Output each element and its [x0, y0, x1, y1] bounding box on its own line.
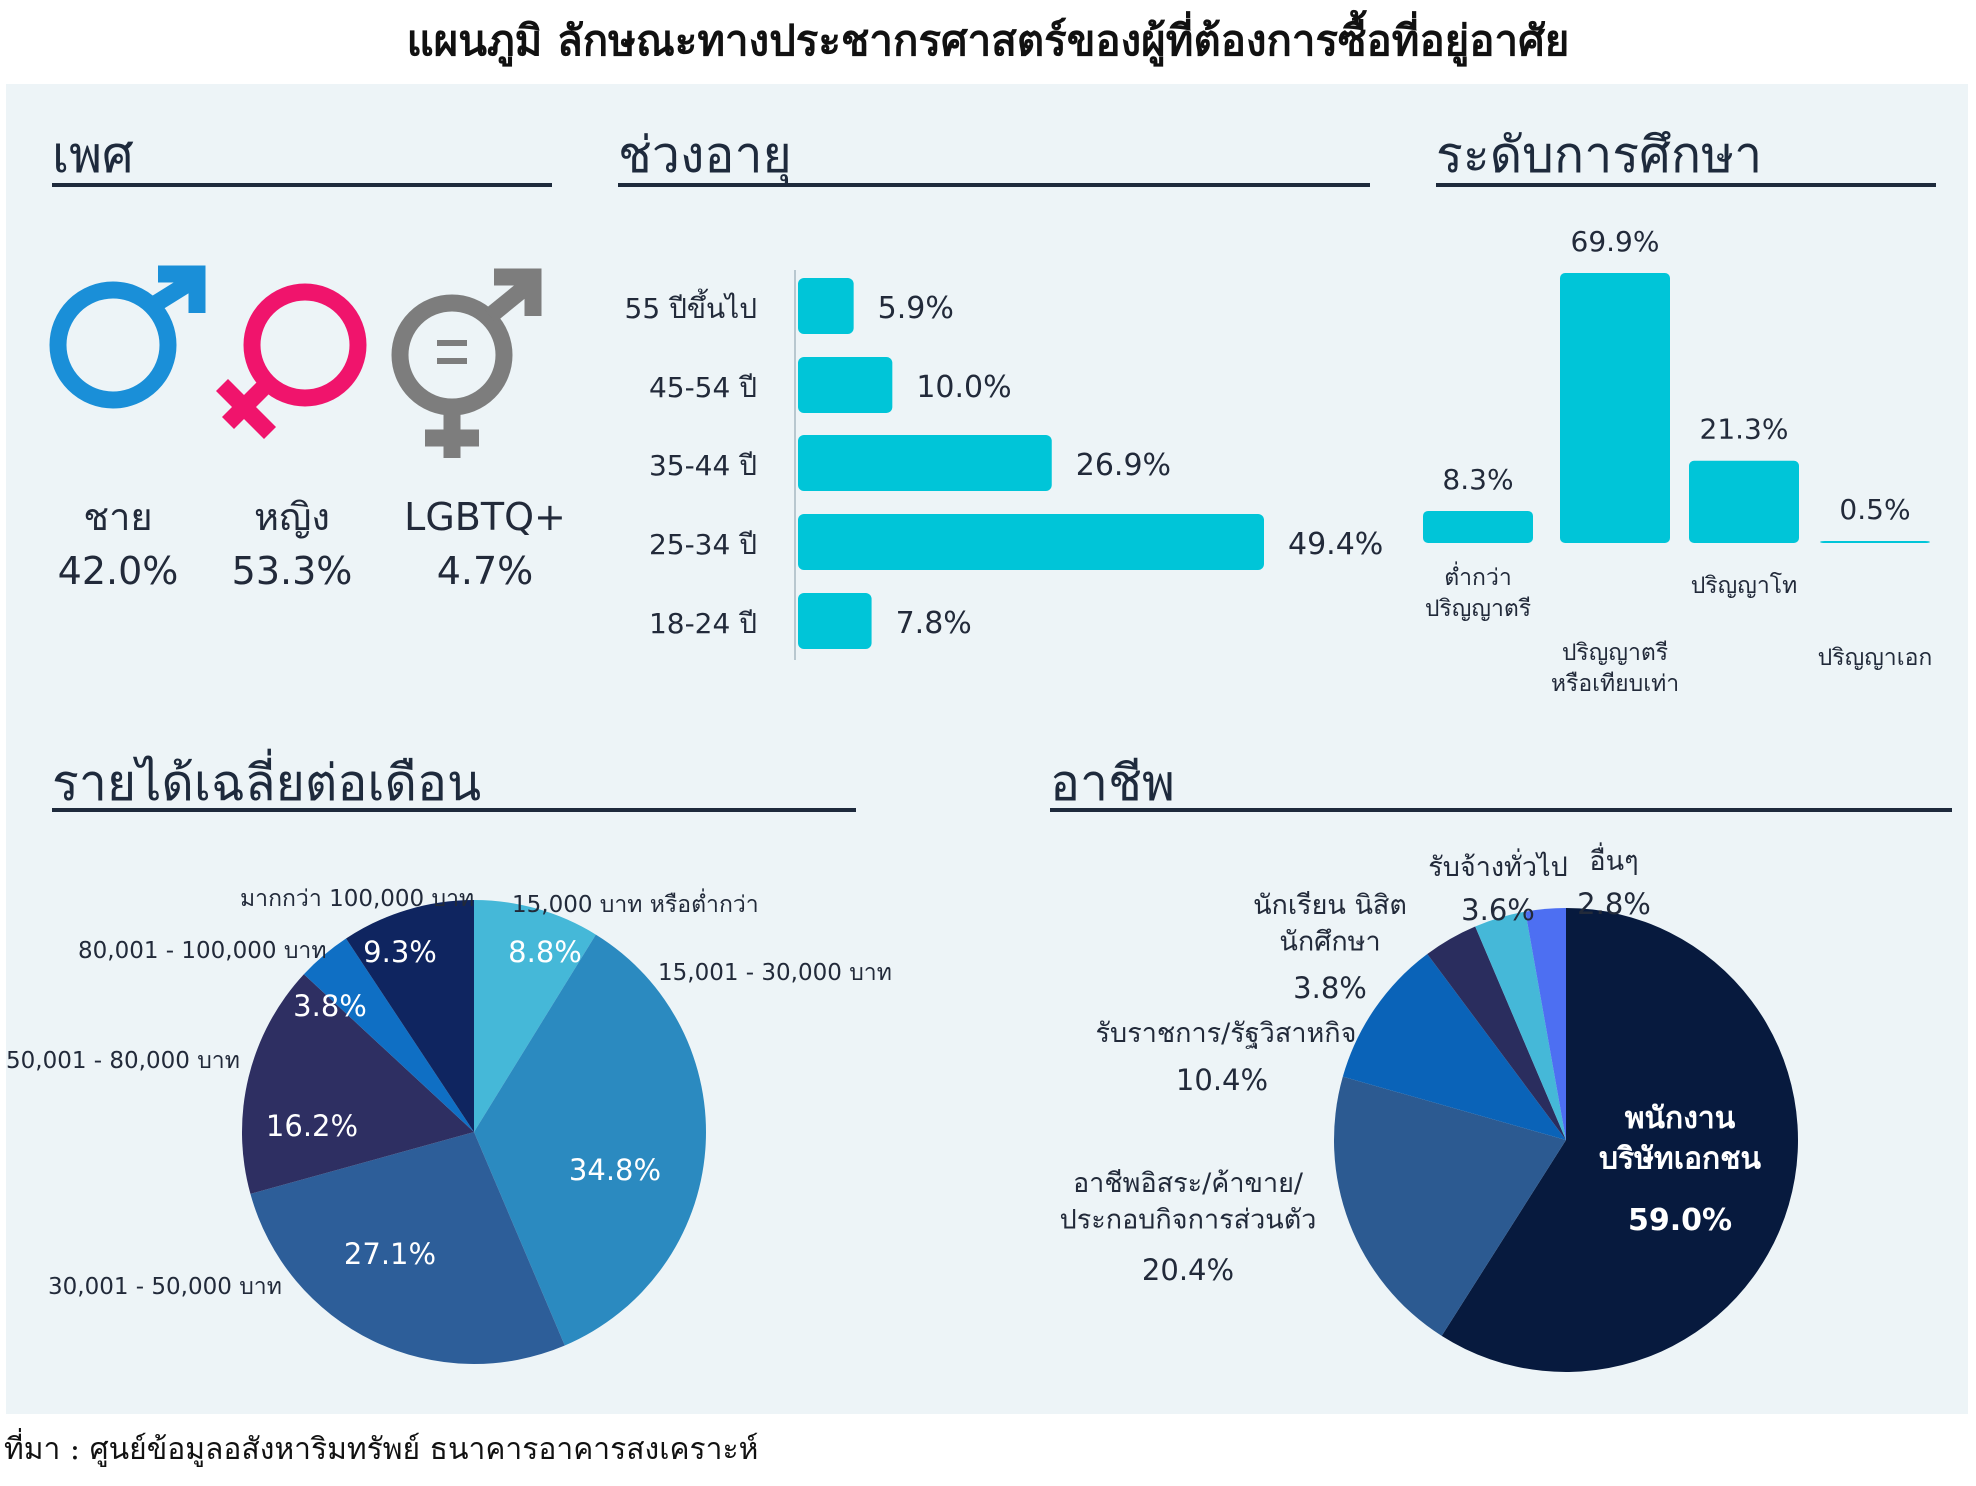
- age-value-label-0: 5.9%: [878, 291, 954, 326]
- age-value-label-1: 10.0%: [916, 370, 1011, 405]
- age-section-rule: [618, 183, 1370, 187]
- income-category-label-2: 30,001 - 50,000 บาท: [48, 1274, 282, 1300]
- education-category-label-1: ปริญญาตรีหรือเทียบเท่า: [1551, 640, 1679, 697]
- age-category-label-4: 18-24 ปี: [649, 607, 757, 640]
- education-bar-2: [1689, 460, 1799, 543]
- male-symbol-icon: [49, 265, 206, 409]
- occupation-category-label-4: รับจ้างทั่วไป: [1428, 848, 1567, 883]
- occupation-value-label-4: 3.6%: [1461, 893, 1535, 927]
- occupation-category-label-1: อาชีพอิสระ/ค้าขาย/ประกอบกิจการส่วนตัว: [1060, 1168, 1317, 1235]
- education-category-label-2: ปริญญาโท: [1691, 572, 1798, 599]
- occupation-value-label-1: 20.4%: [1142, 1253, 1234, 1287]
- occupation-slice-0: [1441, 908, 1799, 1372]
- occupation-section-rule: [1050, 808, 1952, 812]
- gender-label-1: หญิง: [254, 495, 330, 539]
- income-slice-1: [474, 934, 706, 1346]
- source-note: ที่มา : ศูนย์ข้อมูลอสังหาริมทรัพย์ ธนาคา…: [4, 1432, 759, 1467]
- age-category-label-0: 55 ปีขึ้นไป: [625, 288, 757, 325]
- education-category-label-3: ปริญญาเอก: [1818, 645, 1933, 671]
- occupation-slice-1: [1334, 1076, 1566, 1336]
- education-value-label-1: 69.9%: [1571, 225, 1660, 258]
- occupation-value-label-5: 2.8%: [1577, 887, 1651, 921]
- gender-label-0: ชาย: [83, 495, 152, 539]
- gender-value-1: 53.3%: [232, 549, 353, 593]
- education-category-label-0: ต่ำกว่าปริญญาตรี: [1425, 561, 1531, 622]
- income-section-rule: [52, 808, 856, 812]
- income-slice-0: [474, 900, 596, 1132]
- age-category-label-2: 35-44 ปี: [649, 449, 757, 482]
- occupation-section-title: อาชีพ: [1050, 754, 1175, 812]
- occupation-value-label-0: 59.0%: [1628, 1203, 1732, 1238]
- female-symbol-icon: [215, 283, 367, 440]
- occupation-category-label-5: อื่นๆ: [1589, 842, 1638, 877]
- age-bar-1: [798, 357, 893, 413]
- education-bar-0: [1423, 510, 1533, 543]
- income-category-label-3: 50,001 - 80,000 บาท: [6, 1048, 240, 1074]
- income-value-label-0: 8.8%: [508, 935, 582, 969]
- occupation-slice-4: [1475, 911, 1566, 1140]
- age-section-title: ช่วงอายุ: [618, 126, 792, 184]
- occupation-slice-5: [1525, 908, 1566, 1140]
- occupation-category-label-2: รับราชการ/รัฐวิสาหกิจ: [1096, 1018, 1357, 1049]
- gender-section-title: เพศ: [52, 126, 134, 184]
- income-value-label-2: 27.1%: [344, 1237, 436, 1271]
- income-slice-2: [250, 1132, 565, 1364]
- income-category-label-5: มากกว่า 100,000 บาท: [240, 886, 474, 912]
- income-value-label-3: 16.2%: [266, 1109, 358, 1143]
- occupation-slice-2: [1342, 954, 1566, 1140]
- education-value-label-0: 8.3%: [1442, 463, 1513, 496]
- income-value-label-4: 3.8%: [293, 989, 367, 1023]
- income-slice-5: [346, 900, 474, 1132]
- age-bar-3: [798, 514, 1264, 570]
- education-value-label-3: 0.5%: [1839, 493, 1910, 526]
- occupation-slice-3: [1427, 926, 1566, 1140]
- income-category-label-4: 80,001 - 100,000 บาท: [78, 938, 327, 964]
- gender-label-2: LGBTQ+: [404, 495, 566, 539]
- gender-value-2: 4.7%: [437, 549, 534, 593]
- income-category-label-0: 15,000 บาท หรือต่ำกว่า: [512, 888, 759, 918]
- education-section-rule: [1436, 183, 1936, 187]
- income-category-label-1: 15,001 - 30,000 บาท: [658, 960, 892, 986]
- age-category-label-3: 25-34 ปี: [649, 528, 757, 561]
- income-value-label-1: 34.8%: [569, 1153, 661, 1187]
- age-category-label-1: 45-54 ปี: [649, 371, 757, 404]
- occupation-value-label-2: 10.4%: [1176, 1063, 1268, 1097]
- occupation-category-label-0: พนักงานบริษัทเอกชน: [1599, 1101, 1762, 1177]
- education-value-label-2: 21.3%: [1700, 413, 1789, 446]
- gender-section-rule: [52, 183, 552, 187]
- income-value-label-5: 9.3%: [363, 935, 437, 969]
- gender-value-0: 42.0%: [58, 549, 179, 593]
- education-section-title: ระดับการศึกษา: [1436, 126, 1763, 184]
- age-bar-0: [798, 278, 854, 334]
- age-bar-4: [798, 593, 872, 649]
- income-slice-4: [303, 938, 474, 1132]
- lgbtq-symbol-icon: [391, 268, 542, 458]
- age-bar-2: [798, 435, 1052, 491]
- occupation-category-label-3: นักเรียน นิสิตนักศึกษา: [1253, 890, 1407, 957]
- occupation-value-label-3: 3.8%: [1293, 971, 1367, 1005]
- education-bar-1: [1560, 273, 1670, 543]
- page-title: แผนภูมิ ลักษณะทางประชากรศาสตร์ของผู้ที่ต…: [406, 16, 1570, 65]
- income-section-title: รายได้เฉลี่ยต่อเดือน: [52, 754, 482, 812]
- age-value-label-3: 49.4%: [1288, 527, 1383, 562]
- income-slice-3: [242, 974, 474, 1194]
- education-bar-3: [1820, 541, 1930, 543]
- age-value-label-4: 7.8%: [896, 606, 972, 641]
- age-value-label-2: 26.9%: [1076, 448, 1171, 483]
